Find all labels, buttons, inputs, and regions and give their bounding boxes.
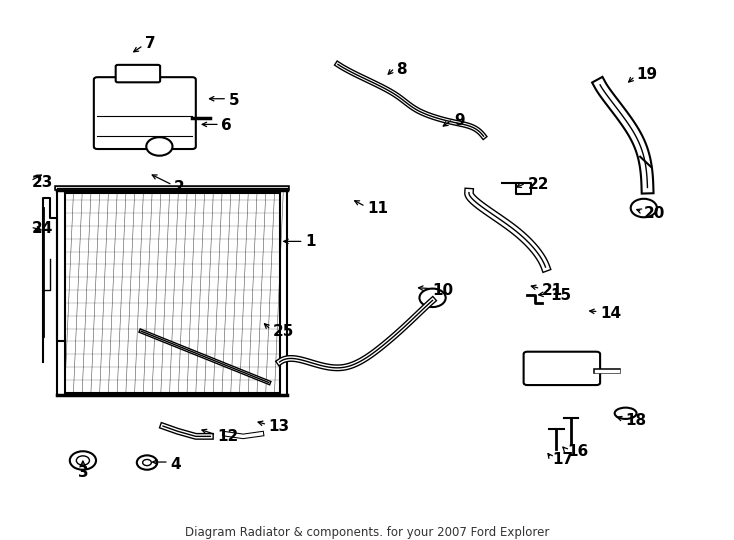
Text: 7: 7 bbox=[145, 36, 156, 51]
Text: 17: 17 bbox=[553, 452, 574, 467]
FancyBboxPatch shape bbox=[65, 193, 280, 393]
Circle shape bbox=[419, 288, 446, 307]
Text: 25: 25 bbox=[272, 323, 294, 339]
Text: 2: 2 bbox=[174, 180, 185, 195]
Text: 13: 13 bbox=[269, 418, 290, 434]
Text: 21: 21 bbox=[542, 282, 563, 298]
Circle shape bbox=[142, 460, 151, 465]
Text: 1: 1 bbox=[305, 234, 316, 249]
FancyBboxPatch shape bbox=[116, 65, 160, 82]
Text: 16: 16 bbox=[567, 444, 589, 459]
Text: 5: 5 bbox=[228, 93, 239, 108]
Text: 9: 9 bbox=[454, 113, 465, 129]
Text: 20: 20 bbox=[644, 206, 665, 221]
Circle shape bbox=[70, 451, 96, 470]
Ellipse shape bbox=[614, 408, 636, 419]
FancyBboxPatch shape bbox=[523, 352, 600, 385]
Circle shape bbox=[137, 455, 157, 470]
Text: 15: 15 bbox=[550, 288, 572, 303]
Text: 3: 3 bbox=[78, 465, 88, 480]
Text: Diagram Radiator & components. for your 2007 Ford Explorer: Diagram Radiator & components. for your … bbox=[185, 526, 549, 539]
Text: 11: 11 bbox=[367, 200, 388, 215]
Text: 4: 4 bbox=[170, 457, 181, 472]
Text: 23: 23 bbox=[32, 175, 54, 190]
Text: 8: 8 bbox=[396, 62, 407, 77]
Text: 6: 6 bbox=[222, 118, 232, 133]
Text: 18: 18 bbox=[625, 414, 647, 428]
Text: 19: 19 bbox=[636, 67, 658, 82]
Text: 14: 14 bbox=[600, 306, 621, 321]
Circle shape bbox=[146, 137, 172, 156]
Text: 22: 22 bbox=[527, 178, 549, 192]
Text: 10: 10 bbox=[432, 282, 454, 298]
FancyBboxPatch shape bbox=[94, 77, 196, 149]
Circle shape bbox=[76, 456, 90, 465]
Text: 12: 12 bbox=[218, 429, 239, 444]
Text: 24: 24 bbox=[32, 221, 54, 236]
